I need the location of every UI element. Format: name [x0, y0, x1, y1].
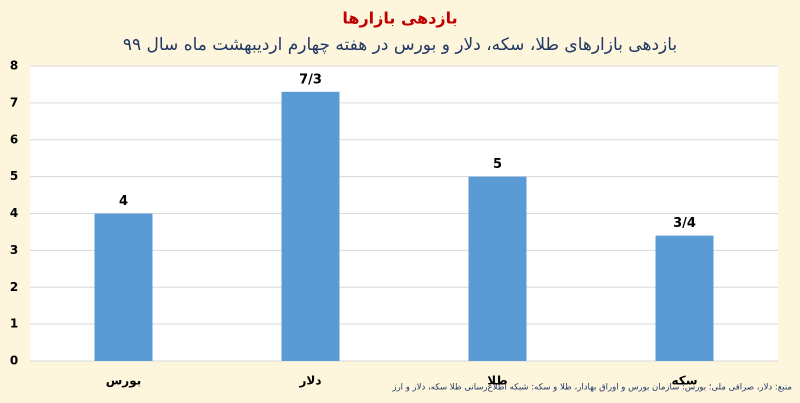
y-tick-label: 1: [10, 317, 18, 331]
x-tick-label: سکه: [671, 374, 697, 388]
x-tick-label: طلا: [487, 374, 507, 388]
y-tick-label: 5: [10, 169, 18, 183]
y-tick-label: 8: [10, 59, 18, 73]
y-tick-label: 2: [10, 280, 18, 294]
chart-subtitle: بازدهی بازارهای طلا، سکه، دلار و بورس در…: [123, 35, 677, 55]
bar: [281, 91, 340, 361]
y-tick-label: 7: [10, 95, 18, 109]
data-label: 4: [119, 194, 128, 209]
y-tick-label: 3: [10, 243, 18, 257]
bar: [94, 213, 153, 361]
x-tick-label: دلار: [298, 374, 321, 388]
y-tick-label: 6: [10, 132, 18, 146]
y-tick-label: 0: [10, 354, 18, 368]
y-tick-label: 4: [10, 206, 18, 220]
data-label: 3/4: [673, 216, 696, 231]
chart-title: بازدهی بازارها: [342, 9, 457, 28]
source-note: منبع: دلار، صرافی ملی؛ بورس: سازمان بورس…: [391, 383, 792, 393]
bar: [468, 176, 527, 361]
data-label: 7/3: [299, 72, 322, 87]
data-label: 5: [493, 157, 502, 172]
bar: [655, 235, 714, 361]
x-tick-label: بورس: [106, 374, 142, 389]
